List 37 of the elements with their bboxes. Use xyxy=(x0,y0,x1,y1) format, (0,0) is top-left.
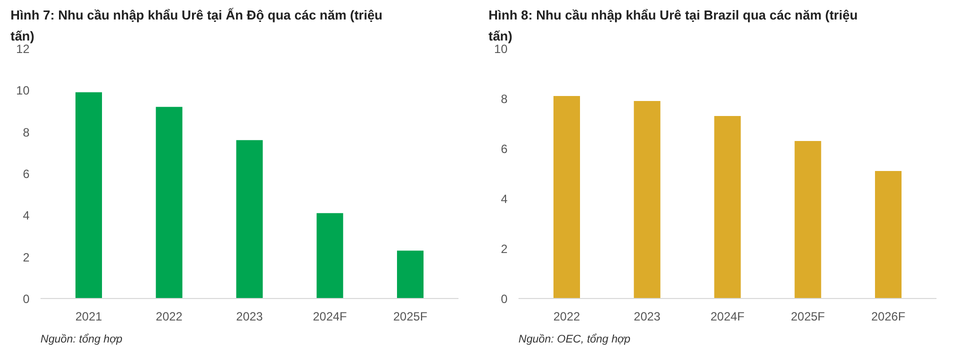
bar xyxy=(397,250,424,298)
y-tick-label: 6 xyxy=(22,167,30,181)
bar xyxy=(316,213,344,298)
bar xyxy=(794,141,822,298)
y-tick-label: 8 xyxy=(500,92,508,106)
bar xyxy=(634,101,660,298)
bar xyxy=(553,96,580,298)
y-tick-label: 8 xyxy=(22,125,30,140)
y-tick-label: 6 xyxy=(500,142,508,156)
text: Nguồn: tổng hợp xyxy=(40,334,122,346)
x-tick-label: 2023 xyxy=(236,310,264,324)
bar xyxy=(156,106,182,298)
y-tick-label: 10 xyxy=(494,42,508,56)
x-tick-label: 2025F xyxy=(393,310,428,324)
chart-title: Hình 8: Nhu cầu nhập khẩu Urê tại Brazil qua các năm (triệu tấn) xyxy=(488,8,858,44)
y-tick-label: 4 xyxy=(500,192,508,206)
y-tick-label: 2 xyxy=(500,242,508,256)
bar xyxy=(875,171,902,298)
x-tick-label: 2022 xyxy=(553,310,580,324)
x-tick-label: 2024F xyxy=(312,310,347,324)
text: Nguồn: OEC, tổng hợp xyxy=(518,334,630,346)
x-tick-label: 2024F xyxy=(710,310,745,324)
y-tick-label: 12 xyxy=(16,42,30,56)
bar xyxy=(236,140,263,298)
y-tick-label: 0 xyxy=(22,292,30,306)
y-tick-label: 4 xyxy=(22,208,30,223)
x-tick-label: 2021 xyxy=(75,310,102,324)
y-tick-label: 2 xyxy=(22,250,30,264)
y-tick-label: 0 xyxy=(500,292,508,306)
x-tick-label: 2025F xyxy=(790,310,825,324)
chart-title: Hình 7: Nhu cầu nhập khẩu Urê tại Ấn Độ qua các năm (triệu tấn) xyxy=(10,8,383,44)
x-tick-label: 2026F xyxy=(871,310,906,324)
bar xyxy=(75,92,102,298)
x-tick-label: 2023 xyxy=(634,310,661,324)
y-tick-label: 10 xyxy=(16,84,30,98)
x-tick-label: 2022 xyxy=(156,310,183,324)
bar xyxy=(714,116,741,298)
